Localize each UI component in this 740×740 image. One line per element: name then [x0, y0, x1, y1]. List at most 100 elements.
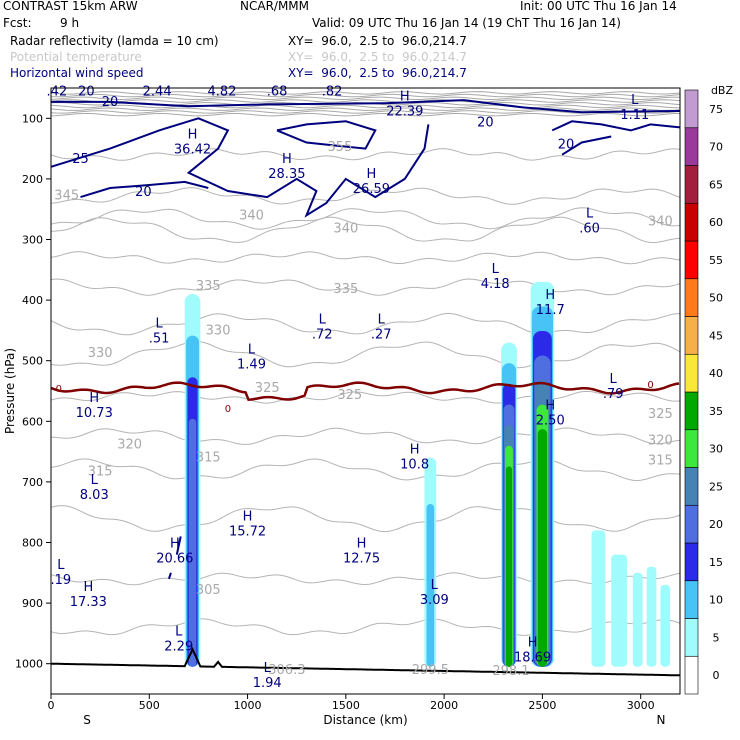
x-tick-label: 2000 — [430, 699, 458, 712]
theta-contour — [50, 148, 681, 161]
wind-label: 25 — [72, 152, 89, 167]
theta-contour — [50, 93, 681, 98]
extremum-marker: H — [83, 580, 93, 595]
colorbar-tick-label: 10 — [709, 594, 723, 607]
wind-contour — [551, 120, 681, 132]
wind-label: 20 — [135, 185, 152, 200]
extremum-value: 28.35 — [268, 167, 305, 182]
theta-contour — [50, 312, 681, 336]
wind-label: 20 — [477, 116, 494, 131]
extremum-value: 18.69 — [514, 650, 551, 665]
colorbar-tick-label: 15 — [709, 556, 723, 569]
colorbar-swatch — [684, 202, 699, 242]
theta-contour — [50, 505, 681, 533]
freezing-line-label: 0 — [225, 404, 231, 415]
reflectivity-cells — [184, 281, 671, 667]
theta-contour — [50, 107, 681, 111]
theta-contour — [50, 572, 681, 586]
colorbar-swatch — [684, 618, 699, 657]
extremum-marker: L — [264, 661, 272, 676]
colorbar-swatch — [684, 580, 699, 619]
extremum-value: .19 — [50, 573, 71, 588]
colorbar-tick-label: 20 — [709, 518, 723, 531]
extremum-marker: H — [282, 152, 292, 167]
extremum-value: .51 — [149, 332, 170, 347]
extremum-marker: L — [248, 343, 256, 358]
wind-label: 2.44 — [143, 84, 172, 99]
extremum-marker: L — [610, 372, 618, 387]
reflectivity-cell — [646, 566, 657, 667]
theta-label: 315 — [196, 451, 221, 466]
theta-label: 340 — [239, 208, 264, 223]
x-tick-label: 1000 — [234, 699, 262, 712]
wind-label: 20 — [78, 84, 95, 99]
init-time: Init: 00 UTC Thu 16 Jan 14 — [520, 0, 677, 13]
colorbar-tick-label: 75 — [709, 103, 723, 116]
x-axis-label: Distance (km) — [323, 713, 407, 727]
extremum-value: .79 — [603, 387, 624, 402]
y-tick-label: 800 — [22, 537, 43, 550]
y-tick-label: 100 — [22, 112, 43, 125]
x-tick-label: 1500 — [332, 699, 360, 712]
colorbar-tick-label: 5 — [713, 631, 720, 644]
reflectivity-cell — [505, 466, 513, 667]
extremum-value: 15.72 — [229, 524, 266, 539]
extremum-value: 36.42 — [174, 143, 211, 158]
extremum-value: 8.03 — [80, 488, 109, 503]
theta-label: 330 — [88, 346, 113, 361]
wind-contours — [50, 99, 681, 580]
colorbar-tick-label: 50 — [709, 292, 723, 305]
field-name-reflectivity: Radar reflectivity (lamda = 10 cm) — [10, 34, 219, 48]
theta-contour — [50, 458, 681, 482]
colorbar-swatch — [684, 278, 699, 317]
extremum-value: 3.09 — [420, 593, 449, 608]
theta-contour — [50, 278, 681, 296]
y-tick-label: 500 — [22, 355, 43, 368]
extremum-value: 22.39 — [386, 104, 423, 119]
wind-label: .42 — [47, 84, 68, 99]
colorbar-tick-label: 35 — [709, 405, 723, 418]
colorbar-tick-label: 60 — [709, 216, 723, 229]
wind-contour — [561, 135, 612, 156]
extremum-marker: L — [57, 558, 65, 573]
y-axis-label: Pressure (hPa) — [3, 348, 17, 434]
freezing-line-label: 0 — [647, 380, 653, 391]
wind-contour — [276, 120, 377, 150]
colorbar-swatch — [684, 316, 699, 355]
theta-label: 305 — [196, 583, 221, 598]
terrain-line — [51, 646, 680, 677]
extremum-marker: H — [367, 167, 377, 182]
theta-label: 325 — [648, 407, 673, 422]
valid-time: Valid: 09 UTC Thu 16 Jan 14 (19 ChT Thu … — [312, 16, 621, 30]
y-tick-label: 400 — [22, 294, 43, 307]
theta-label: 298.1 — [492, 664, 529, 679]
extremum-value: 11.7 — [536, 303, 565, 318]
extremum-marker: H — [545, 288, 555, 303]
theta-contour — [50, 390, 681, 404]
wind-label: 20 — [558, 137, 575, 152]
extremum-marker: H — [170, 537, 180, 552]
theta-label: 345 — [54, 188, 79, 203]
x-tick-label: 0 — [48, 699, 55, 712]
theta-contour — [50, 618, 681, 636]
axes: 0 500 1000 1500 2000 2500 30001002003004005006… — [3, 112, 665, 727]
theta-contour — [50, 207, 681, 230]
extremum-marker: L — [378, 312, 386, 327]
colorbar-swatch — [684, 655, 699, 695]
forecast-label: Fcst: — [3, 16, 32, 30]
theta-contour — [50, 99, 681, 103]
theta-contour — [50, 91, 681, 95]
theta-label: 340 — [333, 222, 358, 237]
extremum-marker: L — [631, 93, 639, 108]
extremum-value: 2.29 — [164, 639, 193, 654]
field-xy-wind: XY= 96.0, 2.5 to 96.0,214.7 — [288, 66, 467, 80]
theta-label: 335 — [333, 282, 358, 297]
wind-contour — [167, 536, 182, 580]
colorbar-tick-label: 30 — [709, 443, 723, 456]
field-xy-theta: XY= 96.0, 2.5 to 96.0,214.7 — [288, 50, 467, 64]
extremum-value: 26.59 — [353, 182, 390, 197]
extremum-marker: L — [431, 578, 439, 593]
extremum-marker: H — [410, 443, 420, 458]
colorbar-tick-label: 25 — [709, 480, 723, 493]
reflectivity-cell — [660, 584, 671, 667]
